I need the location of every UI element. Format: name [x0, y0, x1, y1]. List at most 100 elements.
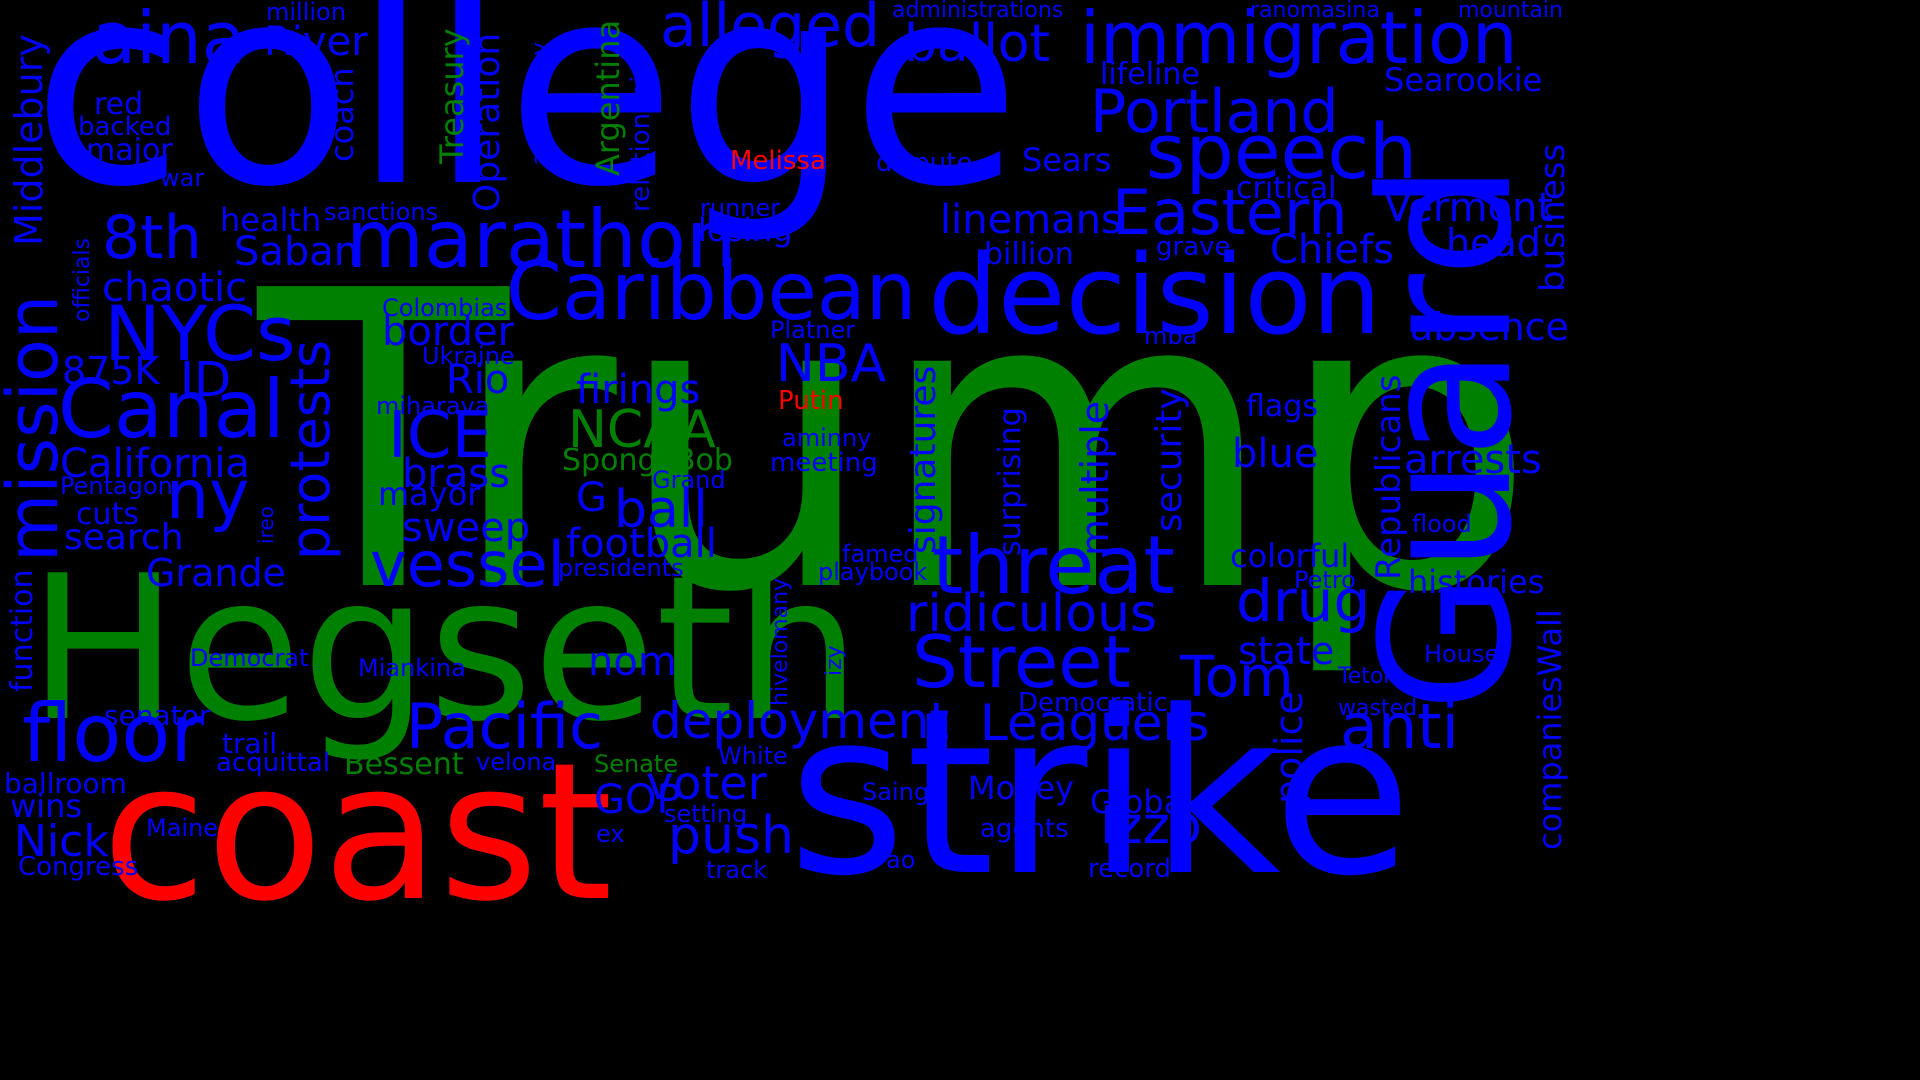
word-immigration: immigration	[1080, 0, 1518, 80]
word-mayor: mayor	[378, 475, 481, 513]
word-nick: Nick	[14, 816, 109, 867]
word-colorful: colorful	[1230, 537, 1350, 575]
word-dispute: dispute	[876, 148, 973, 178]
word-nom: nom	[588, 639, 677, 685]
word-petro: Petro	[1294, 566, 1356, 594]
word-gop: GOP	[594, 777, 681, 823]
word-histories: histories	[1408, 563, 1545, 601]
word-anti: anti	[1340, 690, 1459, 763]
word-marathon: marathon	[346, 193, 737, 286]
word-grande: Grande	[146, 551, 286, 595]
word-administrations: administrations	[892, 0, 1064, 23]
word-track: track	[706, 856, 768, 884]
word-coast: coast	[102, 722, 613, 943]
word-sears: Sears	[1022, 141, 1112, 179]
word-hegseth: Hegseth	[28, 533, 861, 766]
word-mba: mba	[1144, 322, 1198, 350]
word-ballroom: ballroom	[4, 767, 127, 800]
word-playbook: playbook	[818, 558, 928, 586]
word-id: ID	[180, 352, 232, 408]
word-nba: NBA	[776, 334, 887, 394]
word-coach: coach	[323, 67, 361, 162]
word-health: health	[220, 201, 322, 239]
word-miankina: Miankina	[358, 654, 466, 682]
word-maine: Maine	[146, 814, 219, 842]
word-acquittal: acquittal	[216, 748, 330, 778]
word-runner: runner	[700, 194, 781, 222]
word-ballot: ballot	[904, 14, 1050, 74]
word-chaotic: chaotic	[102, 265, 248, 311]
word-teton: Teton	[1338, 664, 1398, 689]
word-canal: Canal	[58, 363, 285, 456]
word-spongebob: SpongeBob	[562, 443, 733, 478]
word-money: Money	[968, 769, 1075, 807]
word-argentina: Argentina	[589, 19, 627, 176]
word-blue: blue	[1232, 431, 1319, 477]
word-ireo: ireo	[254, 506, 278, 544]
word-agents: agents	[980, 814, 1069, 844]
word-searookie: Searookie	[1384, 61, 1543, 99]
word-brass: brass	[402, 451, 511, 497]
word-search: search	[64, 517, 184, 558]
word-famed: famed	[842, 540, 919, 568]
word-vermont: Vermont	[1384, 185, 1554, 231]
word-trail: trail	[222, 727, 278, 760]
word-relationship: relationship	[626, 59, 656, 212]
word-ball: ball	[614, 480, 708, 540]
word-middlebury: Middlebury	[7, 34, 51, 246]
word-sanctions: sanctions	[324, 198, 439, 226]
word-red: red	[94, 87, 144, 122]
word-wins: wins	[10, 787, 83, 825]
word-mission: mission	[0, 294, 74, 562]
word-street: Street	[912, 620, 1131, 704]
word-ranomasina: ranomasina	[1250, 0, 1380, 23]
word-border: border	[382, 309, 515, 355]
word-republicans: Republicans	[1369, 374, 1409, 580]
word-signatures: signatures	[903, 365, 944, 554]
word-arrests: arrests	[1404, 437, 1542, 483]
word-saingy: Saingy	[862, 778, 944, 806]
word-strike: strike	[788, 663, 1412, 926]
word-pacific: Pacific	[406, 690, 604, 763]
word-lifeline: lifeline	[1100, 57, 1200, 92]
word-wasted: wasted	[1338, 696, 1418, 721]
word-nycs: NYCs	[104, 289, 296, 378]
word-state: state	[1238, 629, 1335, 673]
word-house: House	[1424, 640, 1500, 668]
word-congress: Congress	[18, 852, 139, 882]
word-ukraine: Ukraine	[422, 342, 515, 370]
word-pentagon: Pentagon	[60, 472, 173, 500]
word-leaguers: Leaguers	[980, 694, 1210, 752]
word-rio: Rio	[446, 357, 510, 403]
word-flags: flags	[1246, 389, 1318, 424]
word-hivelomany: hivelomany	[768, 577, 793, 706]
word-voter: voter	[646, 756, 767, 810]
word-melissa: Melissa	[730, 146, 826, 176]
word-ncaa: NCAA	[568, 400, 716, 460]
word-cuts: cuts	[76, 497, 139, 532]
word-head: head	[1446, 221, 1541, 265]
word-ice: ICE	[388, 399, 492, 473]
word-major: major	[86, 133, 173, 168]
word-8th: 8th	[102, 203, 202, 273]
word-officials: officials	[70, 238, 95, 322]
word-aina: aina	[92, 0, 246, 80]
word-meeting: meeting	[770, 448, 878, 478]
word-democratic: Democratic	[1018, 688, 1168, 718]
word-multiple: multiple	[1073, 400, 1117, 556]
word-velona: velona	[476, 748, 557, 776]
word-g: G	[576, 475, 607, 521]
word-tom: Tom	[1180, 645, 1294, 710]
word-college: college	[32, 0, 1021, 248]
word-ao: ao	[886, 846, 916, 874]
word-ankehitriny: ankehitriny	[528, 42, 553, 166]
word-deployment: deployment	[650, 692, 950, 750]
word-senator: senator	[104, 699, 211, 732]
word-grand: Grand	[652, 466, 726, 494]
word-eastern: Eastern	[1112, 176, 1348, 249]
word-football: football	[566, 521, 717, 567]
word-putin: Putin	[778, 386, 844, 416]
word-flood: flood	[1412, 510, 1472, 538]
word-losing: losing	[698, 211, 793, 249]
